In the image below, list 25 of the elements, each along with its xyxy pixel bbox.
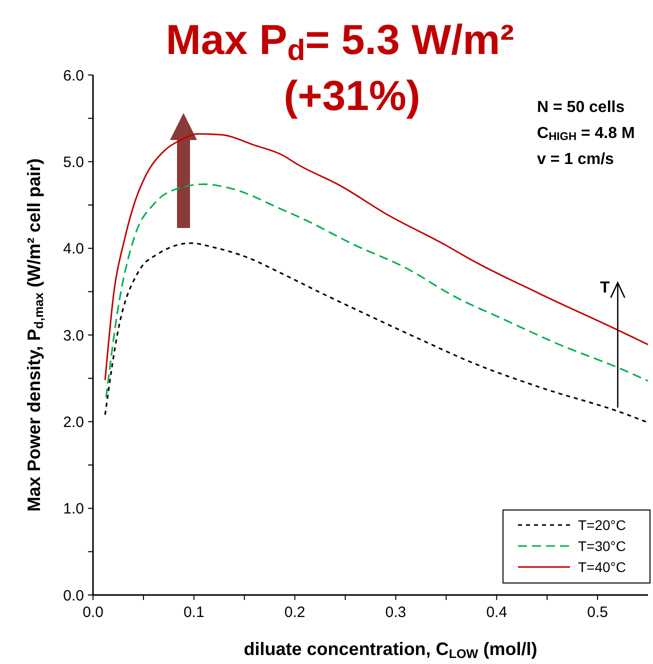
y-tick-label: 4.0 [63, 240, 84, 258]
annotation: v = 1 cm/s [537, 151, 614, 168]
x-tick-label: 0.2 [284, 604, 306, 621]
annotation: C$_{HIGH}$ = 4.8 M [537, 125, 635, 144]
x-axis-title: diluate concentration, C$_{LOW}$ (mol/l) [244, 639, 538, 661]
y-tick-label: 3.0 [63, 327, 84, 344]
y-tick-label: 6.0 [63, 67, 84, 84]
chart-subtitle: (+31%) [284, 72, 420, 119]
legend-label: T=30°C [578, 538, 626, 554]
y-tick-label: 5.0 [63, 154, 84, 171]
x-tick-label: 0.4 [486, 604, 508, 621]
x-tick-label: 0.5 [587, 604, 608, 621]
x-tick-label: 0.3 [385, 604, 406, 621]
y-tick-label: 1.0 [63, 500, 84, 518]
legend-label: T=20°C [578, 516, 626, 533]
line-series [104, 242, 649, 424]
annotation: N = 50 cells [537, 99, 625, 116]
line-series [105, 183, 649, 398]
y-tick-label: 0.0 [63, 587, 84, 604]
x-tick-label: 0.0 [82, 604, 104, 621]
y-tick-label: 2.0 [63, 414, 84, 431]
legend-label: T=40°C [578, 558, 626, 575]
chart-title: Max P$_{d}$= 5.3 W/m² [166, 16, 514, 67]
x-tick-label: 0.1 [183, 604, 204, 621]
annotation: T [600, 280, 610, 297]
